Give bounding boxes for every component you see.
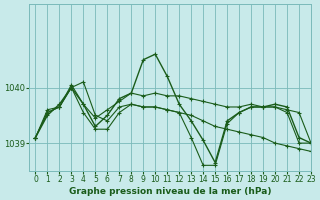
X-axis label: Graphe pression niveau de la mer (hPa): Graphe pression niveau de la mer (hPa) [69, 187, 271, 196]
